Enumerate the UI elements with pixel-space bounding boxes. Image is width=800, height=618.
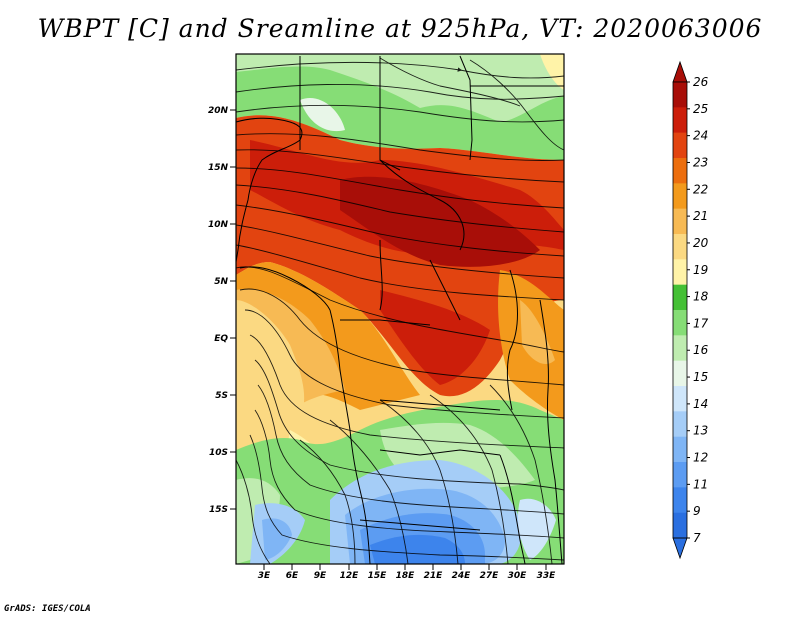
colorbar-swatch <box>673 132 687 159</box>
colorbar-label: 12 <box>693 451 708 465</box>
colorbar-swatch <box>673 436 687 463</box>
colorbar-swatch <box>673 259 687 285</box>
colorbar-label: 13 <box>693 424 708 438</box>
colorbar-swatch <box>673 411 687 437</box>
colorbar-frame <box>672 81 688 539</box>
page-title: WBPT [C] and Sreamline at 925hPa, VT: 20… <box>37 14 763 43</box>
colorbar-label: 16 <box>693 343 709 357</box>
lon-tick-label: 30E <box>508 571 528 581</box>
colorbar-swatch <box>673 512 687 539</box>
lat-tick-label: 5N <box>214 277 228 287</box>
longitude-axis: 3E 6E 9E 12E 15E 18E 21E 24E 27E 30E 33E <box>258 564 556 581</box>
temperature-field <box>236 54 564 564</box>
lon-tick-label: 3E <box>258 571 271 581</box>
colorbar-label: 20 <box>693 236 709 250</box>
colorbar-label: 21 <box>693 209 708 223</box>
country-borders <box>236 55 564 564</box>
lon-tick-label: 6E <box>286 571 299 581</box>
colorbar-label: 17 <box>693 316 709 330</box>
lat-tick-label: 10S <box>209 448 228 458</box>
lat-tick-label: 5S <box>215 391 228 401</box>
colorbar-swatch <box>673 335 687 361</box>
colorbar-label: 26 <box>693 75 709 89</box>
lon-tick-label: 33E <box>537 571 557 581</box>
lat-tick-label: 10N <box>208 220 229 230</box>
colorbar-swatch <box>673 234 687 260</box>
colorbar-label: 24 <box>693 129 708 143</box>
lon-tick-label: 24E <box>452 571 472 581</box>
lat-tick-label: 20N <box>208 106 229 116</box>
lon-tick-label: 21E <box>424 571 444 581</box>
colorbar-min-arrow <box>672 537 688 560</box>
colorbar-label: 14 <box>693 397 708 411</box>
colorbar-label: 18 <box>693 290 709 304</box>
colorbar-swatch <box>673 107 687 133</box>
colorbar-swatch <box>673 462 687 488</box>
colorbar-label: 11 <box>693 477 708 491</box>
colorbar-swatch <box>673 284 687 311</box>
lat-tick-label: EQ <box>214 334 228 344</box>
colorbar-label: 9 <box>693 504 701 518</box>
colorbar-swatch <box>673 158 687 184</box>
colorbar-max-arrow <box>672 60 688 83</box>
colorbar-swatch <box>673 183 687 209</box>
colorbar-label: 22 <box>693 182 708 196</box>
colorbar-label: 19 <box>693 263 708 277</box>
lon-tick-label: 27E <box>480 571 500 581</box>
lon-tick-label: 12E <box>340 571 360 581</box>
lat-tick-label: 15S <box>209 505 228 515</box>
streamlines <box>236 57 564 564</box>
colorbar-swatch <box>673 360 687 387</box>
latitude-axis: 20N 15N 10N 5N EQ 5S 10S 15S <box>208 106 236 515</box>
colorbar-label: 25 <box>693 102 708 116</box>
lat-tick-label: 15N <box>208 163 229 173</box>
colorbar-swatch <box>673 310 687 336</box>
colorbar-swatch <box>673 386 687 412</box>
colorbar-label: 7 <box>693 531 701 545</box>
colorbar-swatch <box>673 208 687 235</box>
colorbar: 26 25 24 23 22 21 20 19 18 17 16 15 14 13 12 11 9 7 <box>672 60 709 560</box>
lon-tick-label: 18E <box>396 571 416 581</box>
colorbar-swatch <box>673 82 687 108</box>
colorbar-swatch <box>673 487 687 513</box>
colorbar-label: 15 <box>693 370 708 384</box>
map-frame <box>235 53 565 565</box>
lon-tick-label: 15E <box>368 571 388 581</box>
credit-text: GrADS: IGES/COLA <box>4 604 91 614</box>
lon-tick-label: 9E <box>314 571 327 581</box>
colorbar-label: 23 <box>693 155 708 169</box>
